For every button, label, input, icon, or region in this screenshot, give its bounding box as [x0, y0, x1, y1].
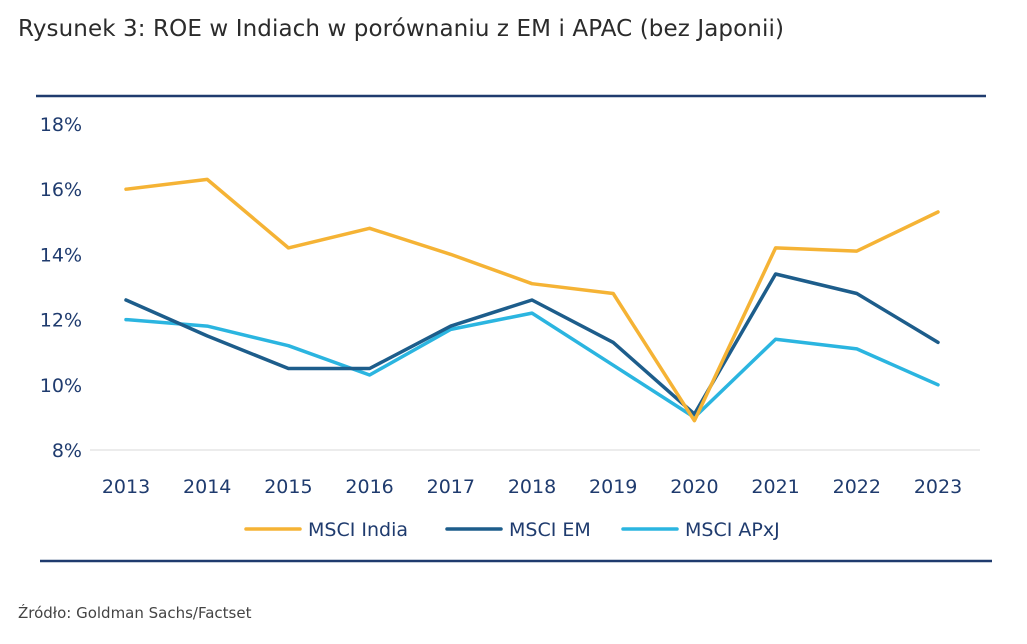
x-tick-label: 2020 — [670, 476, 718, 498]
x-tick-label: 2022 — [833, 476, 881, 498]
x-tick-label: 2015 — [264, 476, 312, 498]
x-tick-label: 2016 — [345, 476, 393, 498]
y-tick-label: 16% — [40, 179, 82, 201]
legend-label: MSCI APxJ — [685, 519, 780, 541]
series-line-msci-em — [124, 272, 940, 416]
x-tick-label: 2021 — [751, 476, 799, 498]
source-note: Źródło: Goldman Sachs/Factset — [18, 604, 252, 622]
x-tick-label: 2023 — [914, 476, 962, 498]
x-tick-label: 2013 — [102, 476, 150, 498]
legend-label: MSCI EM — [509, 519, 591, 541]
x-tick-label: 2018 — [508, 476, 556, 498]
y-tick-label: 10% — [40, 375, 82, 397]
page-title: Rysunek 3: ROE w Indiach w porównaniu z … — [18, 16, 785, 42]
legend-label: MSCI India — [308, 519, 408, 541]
x-tick-label: 2014 — [183, 476, 231, 498]
series-line-msci-india — [124, 177, 940, 423]
x-tick-label: 2017 — [427, 476, 475, 498]
y-tick-label: 14% — [40, 244, 82, 266]
series-line-msci-apxj — [124, 311, 940, 420]
x-tick-label: 2019 — [589, 476, 637, 498]
y-tick-label: 8% — [52, 440, 82, 462]
y-tick-label: 18% — [40, 114, 82, 136]
y-tick-label: 12% — [40, 310, 82, 332]
